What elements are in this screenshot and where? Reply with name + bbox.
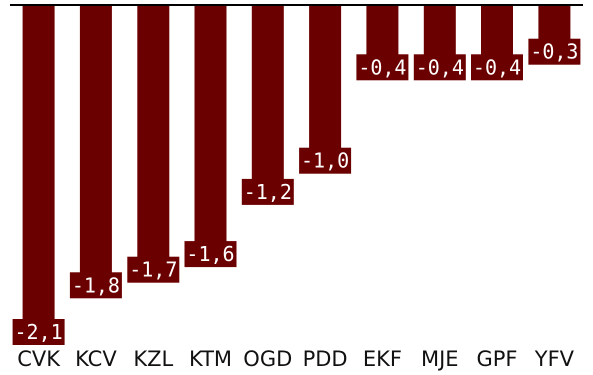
x-tick-label-yfv: YFV bbox=[534, 347, 575, 371]
data-label-cvk: -2,1 bbox=[15, 320, 63, 344]
bar-kzl bbox=[137, 5, 170, 270]
bar-kcv bbox=[79, 5, 112, 286]
x-tick-label-kzl: KZL bbox=[133, 347, 173, 371]
data-label-mje: -0,4 bbox=[416, 55, 464, 79]
data-label-gpf: -0,4 bbox=[473, 55, 521, 79]
data-label-pdd: -1,0 bbox=[301, 149, 349, 173]
x-tick-label-ogd: OGD bbox=[243, 347, 292, 371]
x-tick-label-cvk: CVK bbox=[17, 347, 61, 371]
data-label-bg-ktm bbox=[184, 241, 237, 268]
x-tick-label-gpf: GPF bbox=[476, 347, 517, 371]
data-labels-group: -2,1 -1,8 -1,7 -1,6 -1,2 -1,0 -0,4 -0,4 -0,4 -0,3 bbox=[12, 38, 581, 345]
data-label-bg-ogd bbox=[241, 178, 294, 205]
x-tick-label-pdd: PDD bbox=[303, 347, 348, 371]
data-label-bg-gpf bbox=[471, 54, 523, 81]
data-label-kcv: -1,8 bbox=[72, 273, 120, 297]
x-axis-labels: CVK KCV KZL KTM OGD PDD EKF MJE GPF YFV bbox=[17, 347, 574, 371]
data-label-bg-mje bbox=[413, 54, 466, 81]
data-label-bg-kzl bbox=[127, 256, 180, 283]
data-label-ogd: -1,2 bbox=[244, 180, 292, 204]
data-label-bg-kcv bbox=[69, 272, 122, 299]
data-label-bg-pdd bbox=[299, 147, 352, 174]
bar-cvk bbox=[22, 5, 55, 332]
data-label-bg-yfv bbox=[528, 38, 581, 65]
bar-pdd bbox=[309, 5, 342, 161]
x-tick-label-ekf: EKF bbox=[363, 347, 402, 371]
bar-ogd bbox=[251, 5, 284, 192]
data-label-bg-cvk bbox=[12, 319, 65, 345]
data-label-bg-ekf bbox=[356, 54, 409, 81]
bar-ktm bbox=[194, 5, 227, 255]
data-label-kzl: -1,7 bbox=[129, 258, 177, 282]
x-tick-label-mje: MJE bbox=[421, 347, 459, 371]
data-label-ekf: -0,4 bbox=[358, 55, 406, 79]
data-label-yfv: -0,3 bbox=[530, 40, 578, 64]
data-label-ktm: -1,6 bbox=[186, 242, 234, 266]
x-tick-label-ktm: KTM bbox=[189, 347, 232, 371]
x-tick-label-kcv: KCV bbox=[75, 347, 117, 371]
